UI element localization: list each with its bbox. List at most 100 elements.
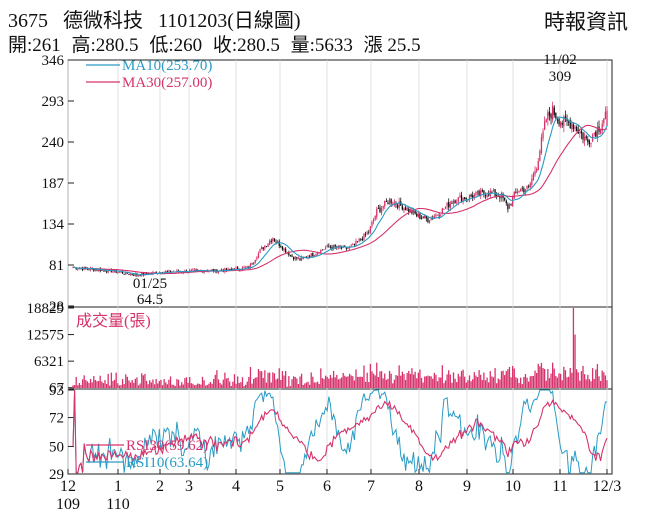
volume-bar bbox=[195, 384, 197, 388]
volume-bar bbox=[171, 384, 173, 388]
candle-body bbox=[595, 131, 597, 137]
volume-bar bbox=[369, 363, 372, 388]
volume-bar bbox=[532, 375, 535, 388]
candle-body bbox=[213, 269, 215, 272]
candle-body bbox=[88, 269, 90, 271]
volume-bar bbox=[411, 368, 413, 388]
volume-bar bbox=[585, 379, 587, 388]
volume-bar bbox=[444, 380, 447, 388]
volume-bar bbox=[582, 365, 584, 388]
candle-body bbox=[361, 238, 364, 240]
volume-bar bbox=[205, 385, 207, 388]
volume-bar bbox=[462, 369, 464, 388]
volume-bar bbox=[400, 375, 402, 388]
volume-bar bbox=[486, 377, 488, 388]
volume-bar bbox=[141, 373, 143, 388]
volume-bar bbox=[404, 380, 407, 388]
volume-bar bbox=[160, 379, 162, 388]
volume-bar bbox=[449, 374, 451, 388]
ma10-line bbox=[72, 116, 608, 276]
volume-bar bbox=[307, 381, 309, 388]
candle-body bbox=[551, 106, 554, 120]
volume-bar bbox=[136, 377, 138, 388]
x-tick-label: 5 bbox=[276, 478, 284, 495]
candle-body bbox=[168, 270, 170, 272]
volume-bar bbox=[353, 380, 356, 388]
volume-bar bbox=[499, 379, 501, 388]
volume-bar bbox=[374, 375, 376, 388]
candle-body bbox=[316, 252, 319, 255]
volume-bar bbox=[173, 384, 175, 388]
volume-bar bbox=[432, 378, 434, 388]
x-tick-label: 12 bbox=[60, 478, 76, 495]
volume-bar bbox=[398, 365, 400, 388]
volume-bar bbox=[401, 371, 404, 388]
candle-body bbox=[352, 244, 354, 246]
candle-body bbox=[590, 143, 592, 144]
volume-bar bbox=[379, 371, 381, 388]
volume-bar bbox=[72, 385, 74, 388]
volume-bar bbox=[435, 374, 437, 388]
volume-bar bbox=[198, 383, 200, 388]
candle-body bbox=[384, 200, 386, 207]
volume-bar bbox=[115, 372, 117, 388]
volume-bar bbox=[360, 376, 362, 388]
volume-bar bbox=[224, 372, 226, 388]
x-tick-label: 8 bbox=[415, 478, 423, 495]
volume-bar bbox=[575, 369, 578, 388]
volume-bar bbox=[491, 376, 493, 388]
volume-bar bbox=[564, 370, 567, 388]
volume-bar bbox=[97, 380, 100, 388]
candle-body bbox=[390, 199, 392, 204]
candle-body bbox=[377, 208, 380, 210]
volume-bar bbox=[390, 373, 392, 388]
candle-body bbox=[539, 151, 541, 161]
volume-bar bbox=[443, 383, 445, 388]
volume-bar bbox=[350, 375, 352, 388]
volume-bar bbox=[118, 385, 121, 388]
volume-bar bbox=[105, 383, 108, 388]
candle-body bbox=[331, 246, 333, 249]
volume-bar bbox=[528, 381, 530, 388]
volume-bar bbox=[240, 382, 242, 388]
price-tick-label: 28 bbox=[49, 299, 64, 315]
candle-body bbox=[393, 202, 396, 205]
candle-body bbox=[483, 190, 485, 195]
candle-body bbox=[484, 195, 487, 197]
candle-body bbox=[508, 204, 511, 209]
volume-bar bbox=[364, 381, 367, 388]
candle-body bbox=[571, 123, 573, 130]
candle-body bbox=[444, 206, 447, 209]
candle-body bbox=[347, 247, 349, 249]
volume-bar bbox=[232, 381, 234, 388]
volume-bar bbox=[192, 383, 194, 388]
candle-body bbox=[428, 220, 431, 223]
volume-bar bbox=[181, 382, 183, 388]
candle-body bbox=[248, 266, 250, 269]
volume-bar bbox=[433, 372, 435, 388]
volume-bar bbox=[246, 381, 248, 388]
candle-body bbox=[422, 217, 424, 219]
candle-body bbox=[513, 192, 515, 199]
candle-body bbox=[583, 137, 586, 141]
volume-bar bbox=[332, 370, 335, 388]
volume-bar bbox=[579, 380, 581, 388]
candle-body bbox=[579, 132, 581, 133]
candle-body bbox=[313, 255, 316, 257]
high-value-annotation: 309 bbox=[549, 69, 572, 85]
candle-body bbox=[283, 248, 285, 251]
volume-bar bbox=[137, 385, 140, 388]
volume-bar bbox=[571, 372, 573, 388]
volume-bar bbox=[78, 383, 81, 388]
volume-bar bbox=[177, 379, 180, 388]
volume-bar bbox=[117, 383, 119, 388]
volume-bar bbox=[590, 381, 592, 388]
volume-bar bbox=[384, 373, 386, 388]
candle-body bbox=[440, 214, 442, 216]
candle-body bbox=[323, 249, 325, 251]
candle-body bbox=[376, 208, 378, 218]
volume-bar bbox=[209, 381, 212, 388]
candle-body bbox=[449, 203, 451, 208]
volume-bar bbox=[428, 376, 431, 388]
volume-bar bbox=[142, 375, 144, 388]
